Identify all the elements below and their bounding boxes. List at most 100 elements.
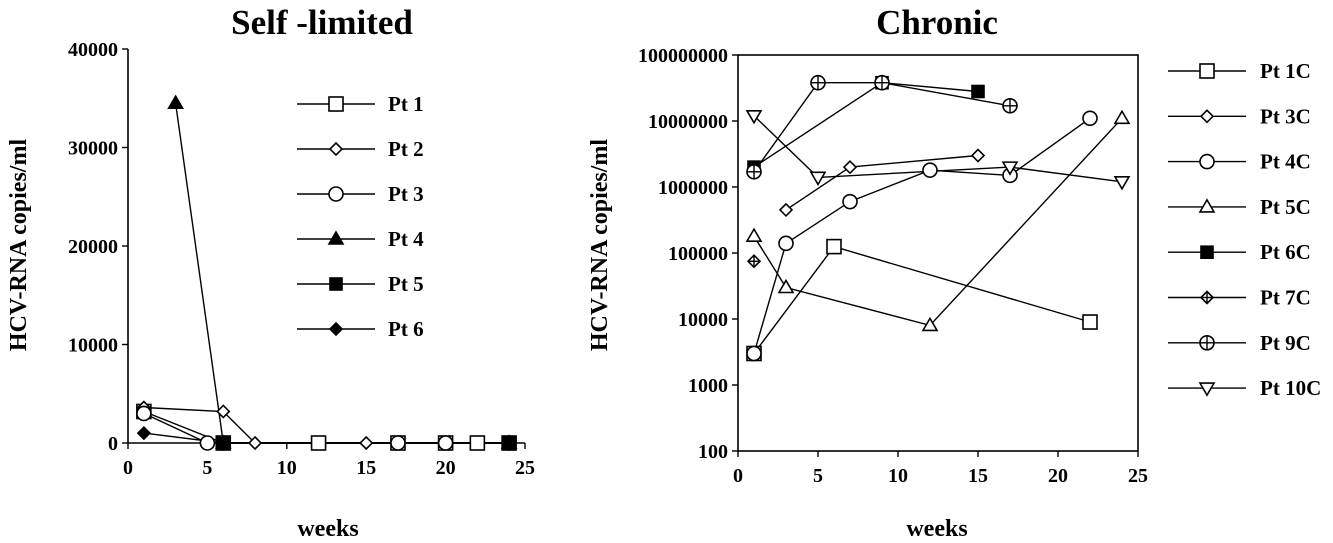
y-axis-label: HCV-RNA copies/ml — [6, 139, 32, 352]
x-tick-label: 15 — [968, 465, 988, 487]
x-tick-label: 10 — [888, 465, 908, 487]
series-line — [143, 412, 510, 444]
legend-marker — [328, 141, 344, 157]
data-point — [921, 316, 939, 332]
legend-marker — [1199, 63, 1215, 79]
data-point — [199, 435, 216, 451]
series-line — [143, 406, 510, 444]
data-point — [809, 171, 827, 186]
legend-marker — [1199, 334, 1215, 351]
series-line — [753, 117, 1091, 354]
legend-marker — [1199, 290, 1215, 305]
data-point — [1113, 175, 1131, 191]
legend-label: Pt 9C — [1260, 331, 1311, 355]
data-point — [745, 227, 763, 242]
y-tick-label: 0 — [108, 433, 118, 455]
data-point — [746, 254, 762, 269]
data-point — [216, 435, 231, 451]
series-line — [753, 81, 1011, 173]
chart-title: Chronic — [876, 3, 998, 42]
data-point — [1001, 161, 1019, 176]
legend-label: Pt 3C — [1260, 104, 1311, 128]
legend-label: Pt 5C — [1260, 195, 1311, 219]
chart-title: Self -limited — [231, 3, 413, 42]
x-tick-label: 0 — [123, 457, 133, 479]
data-point — [746, 163, 762, 180]
legend-marker — [1200, 245, 1214, 259]
chronic-chart: Chronic weeks HCV-RNA copies/ml 0 5 10 15 20… — [587, 3, 1321, 542]
data-point — [778, 202, 794, 218]
x-tick-label: 20 — [436, 457, 456, 479]
data-point — [136, 426, 152, 441]
legend-marker — [328, 186, 344, 202]
data-point — [1082, 314, 1098, 330]
data-point — [842, 160, 858, 175]
legend-label: Pt 1C — [1260, 59, 1311, 83]
x-tick-label: 10 — [277, 457, 297, 479]
plot-frame — [737, 54, 1139, 452]
legend-label: Pt 10C — [1260, 376, 1321, 400]
legend-label: Pt 6 — [388, 317, 424, 341]
x-axis-label: weeks — [297, 516, 358, 542]
legend-marker — [328, 321, 344, 337]
data-point — [810, 74, 826, 91]
data-point — [1082, 110, 1098, 127]
legend-marker — [1199, 109, 1215, 124]
legend-label: Pt 7C — [1260, 286, 1311, 310]
legend-marker — [329, 277, 343, 291]
data-point — [310, 435, 327, 451]
data-point — [136, 405, 152, 422]
series-line — [143, 432, 510, 444]
legend-marker — [1199, 153, 1215, 170]
data-point — [390, 435, 406, 451]
y-tick-label: 10000 — [68, 335, 118, 357]
legend-label: Pt 5 — [388, 272, 424, 296]
y-tick-label: 1000000 — [658, 177, 728, 199]
x-tick-label: 25 — [1128, 465, 1148, 487]
legend-label: Pt 3 — [388, 182, 424, 206]
legend-marker — [327, 230, 345, 245]
y-tick-label: 20000 — [68, 236, 118, 258]
y-tick-label: 10000000 — [648, 111, 728, 133]
y-tick-label: 30000 — [68, 138, 118, 160]
data-point — [874, 74, 890, 91]
y-tick-label: 100 — [698, 441, 728, 463]
data-point — [469, 435, 486, 451]
data-point — [971, 84, 985, 99]
series-line — [753, 115, 1123, 183]
x-tick-label: 0 — [733, 465, 743, 487]
y-tick-label: 100000 — [668, 243, 728, 265]
data-point — [247, 435, 263, 451]
y-tick-label: 40000 — [68, 39, 118, 61]
legend-label: Pt 4C — [1260, 150, 1311, 174]
x-tick-label: 5 — [202, 457, 212, 479]
x-tick-label: 25 — [515, 457, 535, 479]
data-point — [826, 238, 842, 255]
legend-label: Pt 6C — [1260, 240, 1311, 264]
legend-label: Pt 2 — [388, 137, 424, 161]
x-tick-label: 5 — [813, 465, 823, 487]
data-point — [970, 148, 986, 163]
series-line — [753, 245, 1091, 354]
data-point — [922, 162, 938, 178]
series-line — [785, 154, 979, 211]
x-axis-label: weeks — [906, 516, 967, 542]
self-limited-chart: Self -limited weeks HCV-RNA copies/ml 0 5… — [6, 3, 535, 542]
data-point — [216, 404, 231, 419]
legend-marker — [1198, 382, 1216, 397]
data-point — [746, 345, 762, 362]
legend-label: Pt 1 — [388, 92, 424, 116]
x-tick-label: 20 — [1048, 465, 1068, 487]
legend-marker — [1198, 198, 1216, 213]
data-point — [842, 193, 858, 210]
data-point — [777, 278, 795, 294]
series-line — [174, 103, 510, 444]
data-point — [167, 94, 185, 109]
y-tick-label: 100000000 — [638, 45, 728, 67]
data-point — [359, 435, 374, 451]
data-point — [1113, 109, 1131, 125]
data-point — [1002, 97, 1018, 114]
legend-label: Pt 4 — [388, 227, 424, 251]
data-point — [437, 435, 454, 451]
